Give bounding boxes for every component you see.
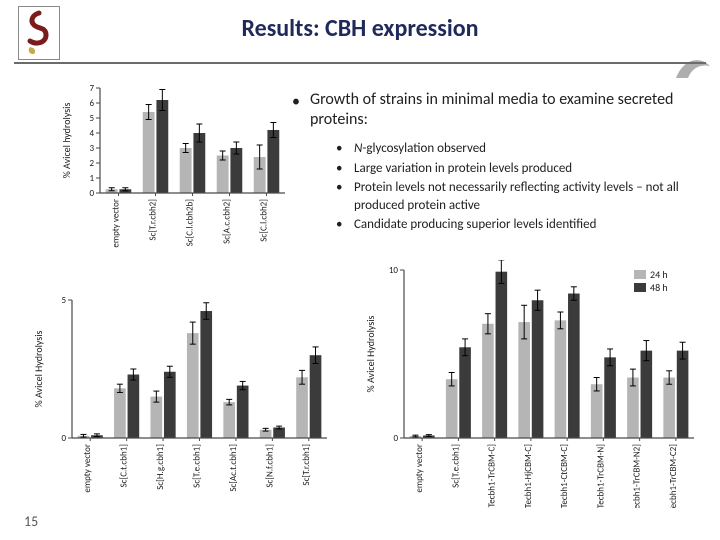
svg-text:48 h: 48 h — [650, 281, 668, 294]
svg-text:Sc[Tecbh1-TrCBM-N2]: Sc[Tecbh1-TrCBM-N2] — [632, 444, 643, 508]
sub-bullet-text: Large variation in protein levels produc… — [354, 161, 572, 176]
page-number: 15 — [24, 513, 38, 530]
main-bullet: • Growth of strains in minimal media to … — [310, 90, 710, 130]
sub-bullet-text: Candidate producing superior levels iden… — [354, 217, 596, 232]
svg-text:empty vector: empty vector — [111, 199, 122, 248]
svg-text:0: 0 — [61, 433, 66, 444]
svg-text:Sc[Tecbh1-TrCBM-N]: Sc[Tecbh1-TrCBM-N] — [595, 444, 606, 508]
svg-text:Sc[Tecbh1-HjCBM-C]: Sc[Tecbh1-HjCBM-C] — [523, 444, 534, 508]
svg-text:Sc[T.e.cbh1]: Sc[T.e.cbh1] — [450, 444, 461, 488]
svg-text:empty vector: empty vector — [414, 444, 425, 493]
svg-text:10: 10 — [389, 265, 399, 276]
svg-text:Sc[T.r.cbh2]: Sc[T.r.cbh2] — [148, 199, 159, 241]
svg-text:Sc[N.f.cbh1]: Sc[N.f.cbh1] — [264, 444, 275, 488]
chart-top-left: % Avicel hydrolysis 0 1 2 3 4 5 6 7 empty vector S… — [58, 78, 293, 263]
svg-text:0: 0 — [393, 433, 398, 444]
svg-text:% Avicel hydrolysis: % Avicel hydrolysis — [60, 103, 73, 179]
svg-text:6: 6 — [89, 98, 94, 109]
svg-text:Sc[C.l.cbh2b]: Sc[C.l.cbh2b] — [185, 199, 196, 247]
sub-bullet-text: Protein levels not necessarily reflectin… — [354, 180, 679, 213]
sub-bullet-list: N-glycosylation observed Large variation… — [330, 140, 710, 236]
svg-text:Sc[Tecbh1-TrCBM-C2]: Sc[Tecbh1-TrCBM-C2] — [668, 444, 679, 508]
page-title: Results: CBH expression — [0, 14, 720, 43]
svg-text:% Avicel Hydrolysis: % Avicel Hydrolysis — [364, 315, 377, 392]
svg-text:Sc[C.l.cbh2]: Sc[C.l.cbh2] — [259, 199, 270, 242]
svg-text:Sc[H.g.cbh1]: Sc[H.g.cbh1] — [155, 444, 166, 490]
bullet-dot-icon: • — [292, 92, 300, 112]
sub-bullet: Candidate producing superior levels iden… — [330, 216, 710, 234]
svg-text:5: 5 — [89, 113, 94, 124]
svg-text:Sc[A.c.cbh2]: Sc[A.c.cbh2] — [222, 199, 233, 244]
chart-bottom-right: % Avicel Hydrolysis 0 10 empty vector Sc[T.e… — [362, 260, 702, 508]
sub-bullet-text: -glycosylation observed — [362, 141, 486, 156]
svg-text:5: 5 — [61, 295, 66, 306]
svg-text:Sc[Ac.t.cbh1]: Sc[Ac.t.cbh1] — [228, 444, 239, 492]
chart-bottom-left: % Avicel Hydrolysis 0 5 empty vector Sc[C.t.… — [30, 290, 335, 508]
svg-text:Sc[Tecbh1-CtCBM-C]: Sc[Tecbh1-CtCBM-C] — [559, 444, 570, 508]
svg-text:Sc[Tecbh1-TrCBM-C]: Sc[Tecbh1-TrCBM-C] — [487, 444, 498, 508]
sub-bullet: Protein levels not necessarily reflectin… — [330, 179, 710, 214]
svg-text:% Avicel Hydrolysis: % Avicel Hydrolysis — [32, 330, 45, 407]
sub-bullet: N-glycosylation observed — [330, 140, 710, 158]
svg-text:Sc[T.e.cbh1]: Sc[T.e.cbh1] — [192, 444, 203, 488]
main-bullet-text: Growth of strains in minimal media to ex… — [310, 90, 673, 129]
svg-text:4: 4 — [89, 128, 94, 139]
decorative-swirl-icon — [674, 50, 714, 82]
title-underline — [14, 62, 706, 64]
svg-text:3: 3 — [89, 143, 94, 154]
svg-text:empty vector: empty vector — [82, 444, 93, 493]
svg-text:7: 7 — [89, 83, 94, 94]
svg-text:Sc[C.t.cbh1]: Sc[C.t.cbh1] — [119, 444, 130, 488]
svg-text:24 h: 24 h — [650, 268, 668, 281]
svg-text:0: 0 — [89, 188, 94, 199]
svg-text:Sc[T.r.cbh1]: Sc[T.r.cbh1] — [301, 444, 312, 486]
svg-text:1: 1 — [89, 173, 94, 184]
sub-bullet: Large variation in protein levels produc… — [330, 160, 710, 178]
svg-text:2: 2 — [89, 158, 94, 169]
